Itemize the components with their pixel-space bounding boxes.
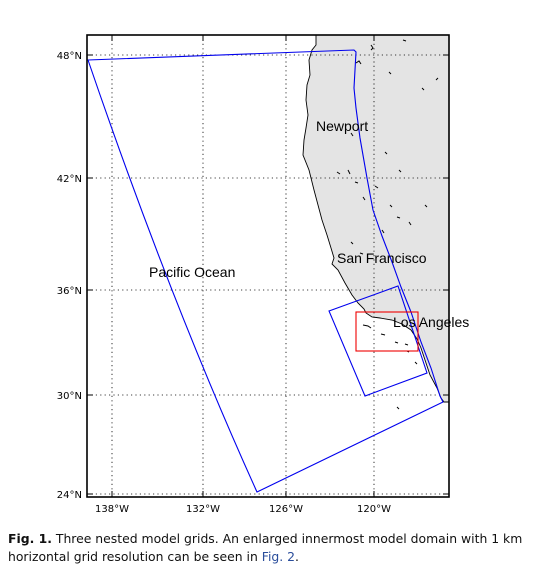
figure-2-link[interactable]: Fig. 2 xyxy=(261,549,296,564)
lat-label-30n: 30°N xyxy=(57,391,82,402)
outer-model-grid xyxy=(87,49,444,493)
lon-label-132w: 132°W xyxy=(186,504,220,515)
lat-label-36n: 36°N xyxy=(57,286,82,297)
lat-label-48n: 48°N xyxy=(57,51,82,62)
lon-label-138w: 138°W xyxy=(95,504,129,515)
caption-text: Three nested model grids. An enlarged in… xyxy=(8,531,523,564)
caption-end: . xyxy=(295,549,299,564)
graticule xyxy=(87,35,449,497)
place-label-newport: Newport xyxy=(316,118,368,134)
lakes-and-islands xyxy=(336,39,439,410)
nested-grids-map: 48°N 42°N 36°N 30°N 24°N 138°W 132°W 126… xyxy=(57,34,469,515)
lon-label-126w: 126°W xyxy=(269,504,303,515)
frame-ticks xyxy=(87,35,449,497)
lon-label-120w: 120°W xyxy=(357,504,391,515)
figure-caption: Fig. 1. Three nested model grids. An enl… xyxy=(8,530,538,566)
place-label-san-francisco: San Francisco xyxy=(337,250,427,266)
place-label-pacific-ocean: Pacific Ocean xyxy=(149,264,235,280)
map-frame xyxy=(86,34,450,498)
middle-model-grid xyxy=(328,285,428,397)
lat-label-24n: 24°N xyxy=(57,490,82,501)
inner-model-grid xyxy=(355,311,419,352)
place-label-los-angeles: Los Angeles xyxy=(393,314,469,330)
lat-label-42n: 42°N xyxy=(57,174,82,185)
figure-label: Fig. 1. xyxy=(8,531,52,546)
